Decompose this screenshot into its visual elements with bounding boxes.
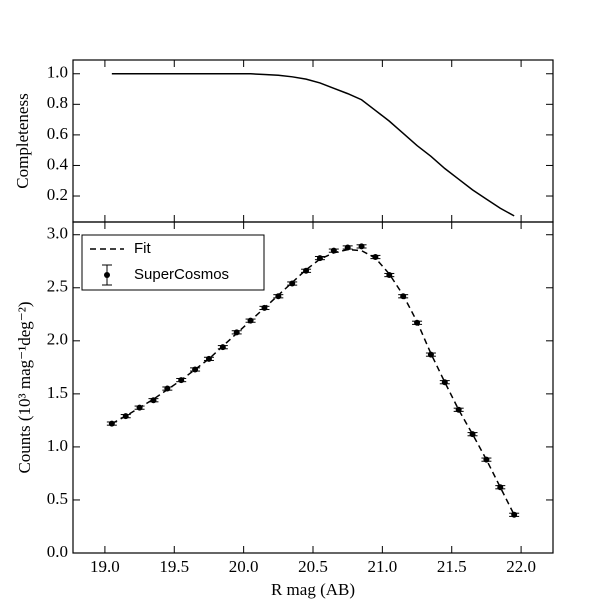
data-point: [330, 247, 337, 254]
data-point: [275, 293, 282, 300]
plot-frame: [72, 221, 554, 554]
data-point: [233, 329, 240, 336]
y-tick-label: 0.6: [47, 124, 68, 143]
data-point: [372, 254, 379, 261]
data-point: [108, 420, 115, 427]
completeness-line: [111, 73, 515, 217]
y-tick-label: 1.5: [47, 383, 68, 402]
data-point: [192, 366, 199, 373]
data-point: [414, 319, 421, 326]
y-tick-label: 3.0: [47, 224, 68, 243]
y-tick-label: 0.0: [47, 542, 68, 561]
x-tick-label: 19.5: [159, 557, 189, 576]
data-point: [483, 456, 490, 463]
y-tick-label: 0.4: [47, 154, 69, 173]
data-point: [455, 406, 462, 413]
data-point: [441, 379, 448, 386]
legend-marker: [104, 272, 110, 278]
y-tick-label: 2.5: [47, 277, 68, 296]
x-tick-label: 19.0: [90, 557, 120, 576]
data-point: [261, 304, 268, 311]
legend-box: [81, 234, 265, 291]
data-point: [316, 255, 323, 262]
y-axis-label: Completeness: [13, 93, 32, 188]
data-point: [386, 272, 393, 279]
y-tick-label: 0.8: [47, 93, 68, 112]
y-tick-label: 2.0: [47, 330, 68, 349]
data-point: [427, 351, 434, 358]
data-point: [497, 484, 504, 491]
x-tick-label: 20.5: [298, 557, 328, 576]
y-tick-label: 0.2: [47, 185, 68, 204]
x-axis-label: R mag (AB): [271, 580, 355, 599]
data-point: [178, 377, 185, 384]
data-point: [164, 385, 171, 392]
data-point: [303, 267, 310, 274]
data-point: [136, 404, 143, 411]
data-point: [122, 413, 129, 420]
y-tick-label: 0.5: [47, 489, 68, 508]
y-axis-label: Counts (10³ mag⁻¹deg⁻²): [15, 301, 34, 473]
data-point: [511, 511, 518, 518]
data-point: [358, 243, 365, 250]
y-tick-label: 1.0: [47, 436, 68, 455]
legend-label: Fit: [134, 240, 151, 257]
plot-frame: [72, 59, 554, 223]
data-point: [289, 280, 296, 287]
data-point: [469, 431, 476, 438]
x-tick-label: 21.5: [437, 557, 467, 576]
y-tick-label: 1.0: [47, 63, 68, 82]
data-point: [400, 293, 407, 300]
x-tick-label: 22.0: [506, 557, 536, 576]
data-point: [247, 317, 254, 324]
data-point: [205, 355, 212, 362]
legend-label: SuperCosmos: [134, 266, 229, 283]
data-point: [344, 244, 351, 251]
data-point: [219, 344, 226, 351]
x-tick-label: 20.0: [229, 557, 259, 576]
fit-line: [111, 248, 515, 516]
data-point: [150, 397, 157, 404]
x-tick-label: 21.0: [367, 557, 397, 576]
